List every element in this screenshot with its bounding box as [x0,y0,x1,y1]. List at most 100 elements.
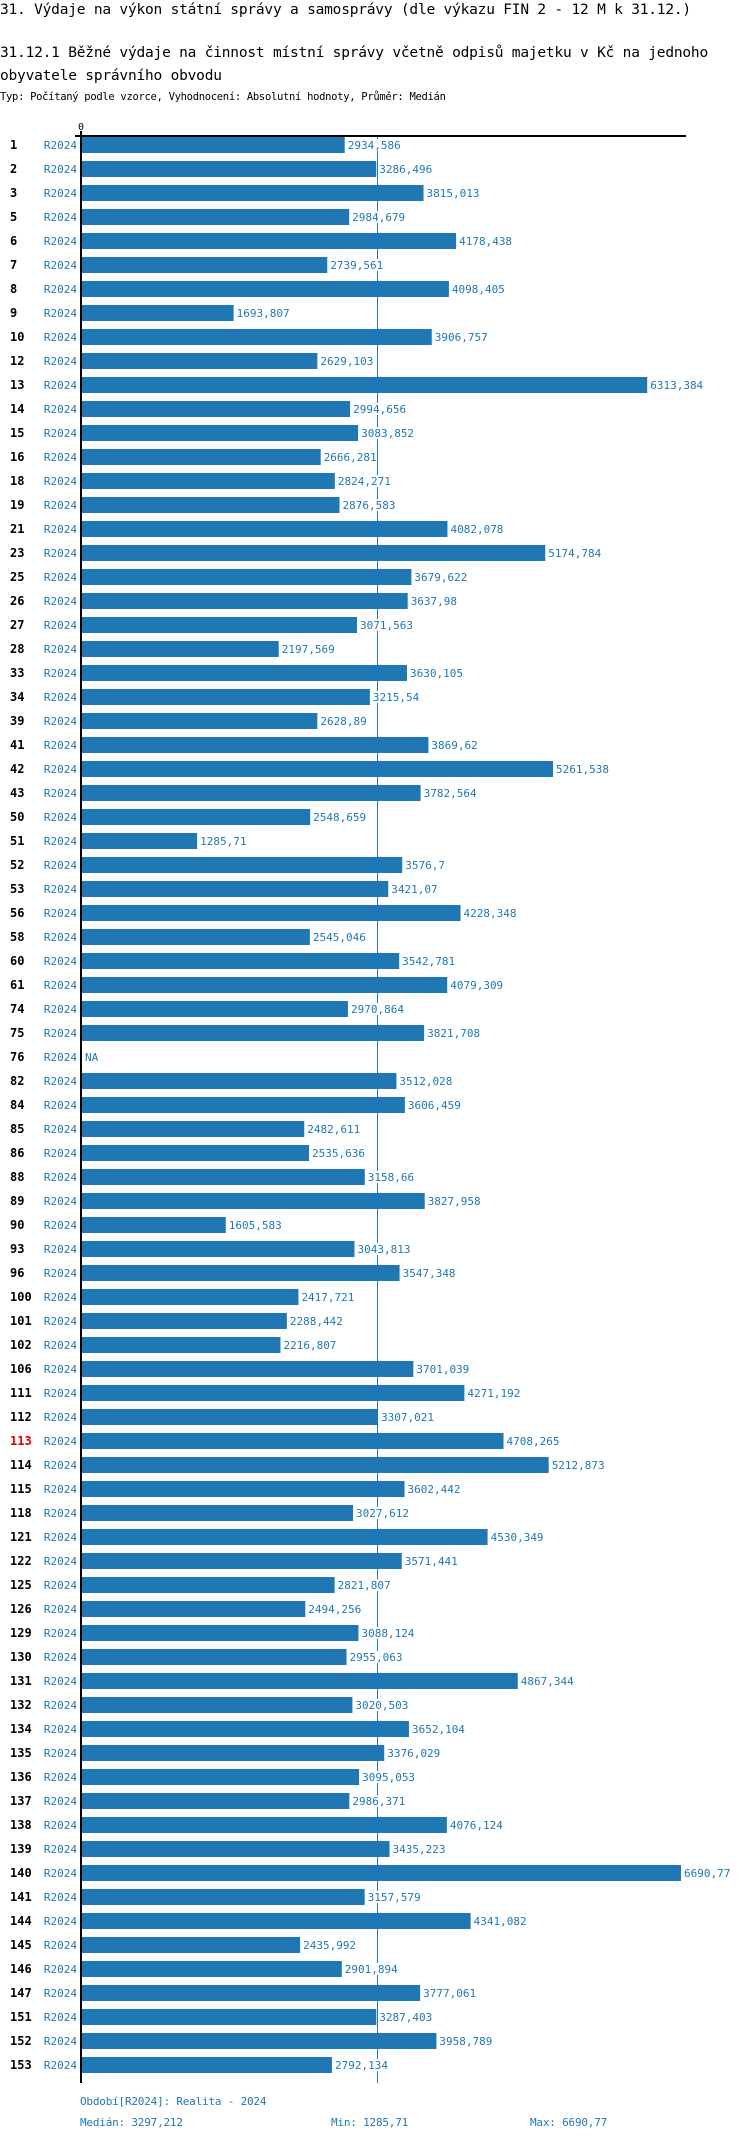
bar [82,881,389,897]
category-label: 19 [10,498,24,512]
category-label: 101 [10,1314,32,1328]
bar [82,2057,332,2073]
value-label-bg [348,1651,402,1663]
category-label: 41 [10,738,24,752]
bar [82,185,424,201]
value-label: 3083,852 [361,427,414,440]
category-label: 137 [10,1794,32,1808]
bar [82,1625,359,1641]
value-label: 4076,124 [450,1819,503,1832]
bar [82,1529,488,1545]
value-label-bg [406,1099,461,1111]
series-label: R2024 [44,1435,77,1448]
series-label: R2024 [44,619,77,632]
value-label-bg [306,1123,360,1135]
bar [82,1553,402,1569]
value-label-bg [235,307,289,319]
category-label: 13 [10,378,24,392]
bar [82,1097,405,1113]
category-label: 132 [10,1698,32,1712]
value-label-bg [466,1387,520,1399]
series-label: R2024 [44,1243,77,1256]
bar [82,569,412,585]
value-label-bg [329,259,383,271]
value-label-bg [438,2035,492,2047]
value-label-bg [360,427,414,439]
series-label: R2024 [44,451,77,464]
value-label: 3630,105 [410,667,463,680]
series-label: R2024 [44,547,77,560]
value-label: 2482,611 [307,1123,360,1136]
bar [82,209,350,225]
series-label: R2024 [44,1003,77,1016]
value-label: 3827,958 [428,1195,481,1208]
value-label-bg [371,691,419,703]
value-label-bg [401,955,455,967]
category-label: 27 [10,618,24,632]
series-label: R2024 [44,1411,77,1424]
bar [82,929,310,945]
value-label: 3815,013 [427,187,480,200]
bar [82,1745,385,1761]
category-label: 131 [10,1674,32,1688]
category-label: 152 [10,2034,32,2048]
bar [82,1241,355,1257]
value-label: 3020,503 [355,1699,408,1712]
value-label: 3435,223 [393,1843,446,1856]
series-label: R2024 [44,1459,77,1472]
value-label-bg [312,811,366,823]
series-label: R2024 [44,1123,77,1136]
bar [82,1505,354,1521]
series-label: R2024 [44,139,77,152]
value-label: 1605,583 [229,1219,282,1232]
value-label-bg [354,1699,408,1711]
value-label: 2216,807 [283,1339,336,1352]
category-label: 51 [10,834,24,848]
category-label: 23 [10,546,24,560]
category-label: 14 [10,402,24,416]
value-label-bg [489,1531,543,1543]
bar [82,1937,301,1953]
series-label: R2024 [44,475,77,488]
series-label: R2024 [44,379,77,392]
value-label-bg [351,1795,405,1807]
value-label: 3027,612 [356,1507,409,1520]
category-label: 144 [10,1914,32,1928]
series-label: R2024 [44,2011,77,2024]
category-label: 126 [10,1602,32,1616]
value-label-bg [355,1507,409,1519]
series-label: R2024 [44,2035,77,2048]
value-label-bg [555,763,609,775]
series-label: R2024 [44,1699,77,1712]
category-label: 28 [10,642,24,656]
series-label: R2024 [44,1843,77,1856]
bar [82,1649,347,1665]
bar [82,1985,421,2001]
value-label: 3307,021 [381,1411,434,1424]
value-label: 2545,046 [313,931,366,944]
series-label: R2024 [44,1507,77,1520]
category-label: 96 [10,1266,24,1280]
series-label: R2024 [44,1267,77,1280]
series-label: R2024 [44,1555,77,1568]
category-label: 33 [10,666,24,680]
series-label: R2024 [44,1147,77,1160]
category-label: 115 [10,1482,32,1496]
value-label-bg [449,523,503,535]
value-label: 2934,586 [348,139,401,152]
series-label: R2024 [44,403,77,416]
bar [82,617,357,633]
series-label: R2024 [44,1051,77,1064]
value-label-bg [378,2011,432,2023]
value-label: 3606,459 [408,1099,461,1112]
series-label: R2024 [44,571,77,584]
bar [82,977,448,993]
value-label: 2666,281 [324,451,377,464]
category-label: 60 [10,954,24,968]
series-label: R2024 [44,259,77,272]
category-label: 118 [10,1506,32,1520]
category-label: 21 [10,522,24,536]
series-label: R2024 [44,595,77,608]
series-label: R2024 [44,691,77,704]
series-label: R2024 [44,1027,77,1040]
